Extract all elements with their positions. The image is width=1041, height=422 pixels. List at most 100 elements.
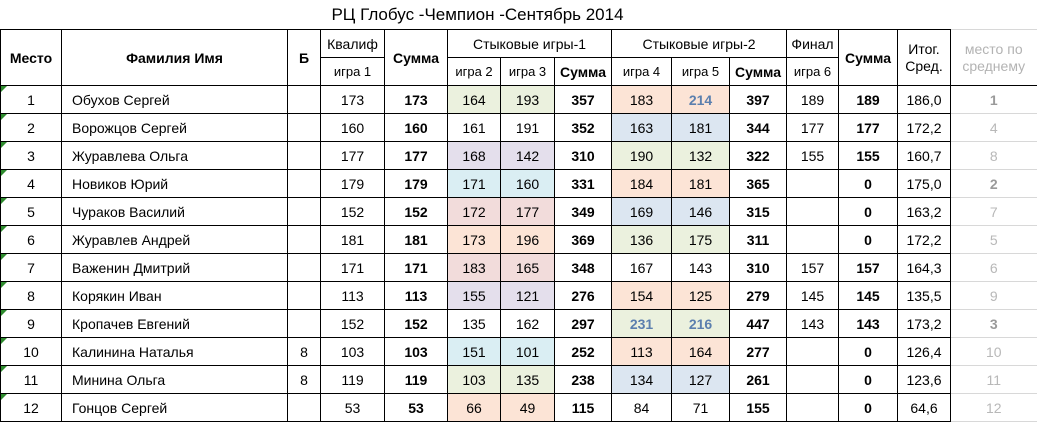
cell-game1[interactable]: 119 xyxy=(320,365,385,394)
cell-place[interactable]: 10 xyxy=(0,337,62,366)
cell-sum1[interactable]: 177 xyxy=(384,141,448,170)
col-header-total-avg[interactable]: Итог. Сред. xyxy=(897,29,951,86)
cell-b[interactable] xyxy=(287,113,321,142)
cell-game5[interactable]: 146 xyxy=(671,197,730,226)
cell-sum4[interactable]: 145 xyxy=(838,281,898,310)
cell-sum2[interactable]: 357 xyxy=(554,85,612,114)
cell-game5[interactable]: 214 xyxy=(671,85,730,114)
cell-game1[interactable]: 152 xyxy=(320,197,385,226)
cell-name[interactable]: Журавлев Андрей xyxy=(61,225,288,254)
cell-avg-rank[interactable]: 9 xyxy=(950,281,1037,310)
cell-b[interactable] xyxy=(287,85,321,114)
cell-sum4[interactable]: 155 xyxy=(838,141,898,170)
cell-sum2[interactable]: 115 xyxy=(554,393,612,422)
cell-game1[interactable]: 103 xyxy=(320,337,385,366)
cell-avg[interactable]: 164,3 xyxy=(897,253,951,282)
cell-sum1[interactable]: 181 xyxy=(384,225,448,254)
cell-game1[interactable]: 171 xyxy=(320,253,385,282)
cell-sum3[interactable]: 311 xyxy=(729,225,787,254)
cell-sum1[interactable]: 171 xyxy=(384,253,448,282)
cell-name[interactable]: Обухов Сергей xyxy=(61,85,288,114)
cell-place[interactable]: 8 xyxy=(0,281,62,310)
col-header-game3[interactable]: игра 3 xyxy=(500,57,555,86)
cell-place[interactable]: 9 xyxy=(0,309,62,338)
cell-sum4[interactable]: 0 xyxy=(838,225,898,254)
cell-avg[interactable]: 64,6 xyxy=(897,393,951,422)
cell-avg-rank[interactable]: 3 xyxy=(950,309,1037,338)
cell-name[interactable]: Гонцов Сергей xyxy=(61,393,288,422)
cell-game2[interactable]: 164 xyxy=(447,85,501,114)
cell-game6[interactable]: 155 xyxy=(786,141,839,170)
cell-avg[interactable]: 173,2 xyxy=(897,309,951,338)
cell-place[interactable]: 6 xyxy=(0,225,62,254)
cell-sum4[interactable]: 177 xyxy=(838,113,898,142)
cell-name[interactable]: Журавлева Ольга xyxy=(61,141,288,170)
cell-avg-rank[interactable]: 12 xyxy=(950,393,1037,422)
col-header-b[interactable]: Б xyxy=(287,29,321,86)
cell-game1[interactable]: 53 xyxy=(320,393,385,422)
cell-game2[interactable]: 171 xyxy=(447,169,501,198)
cell-game3[interactable]: 142 xyxy=(500,141,555,170)
cell-game4[interactable]: 154 xyxy=(611,281,672,310)
cell-sum2[interactable]: 310 xyxy=(554,141,612,170)
cell-sum3[interactable]: 277 xyxy=(729,337,787,366)
cell-avg[interactable]: 163,2 xyxy=(897,197,951,226)
cell-name[interactable]: Кропачев Евгений xyxy=(61,309,288,338)
cell-game5[interactable]: 175 xyxy=(671,225,730,254)
cell-game4[interactable]: 169 xyxy=(611,197,672,226)
cell-game1[interactable]: 179 xyxy=(320,169,385,198)
cell-avg[interactable]: 160,7 xyxy=(897,141,951,170)
cell-sum1[interactable]: 179 xyxy=(384,169,448,198)
cell-avg-rank[interactable]: 11 xyxy=(950,365,1037,394)
cell-sum3[interactable]: 322 xyxy=(729,141,787,170)
cell-place[interactable]: 11 xyxy=(0,365,62,394)
cell-place[interactable]: 2 xyxy=(0,113,62,142)
cell-sum1[interactable]: 113 xyxy=(384,281,448,310)
cell-sum2[interactable]: 352 xyxy=(554,113,612,142)
cell-b[interactable]: 8 xyxy=(287,337,321,366)
cell-sum3[interactable]: 315 xyxy=(729,197,787,226)
cell-avg-rank[interactable]: 8 xyxy=(950,141,1037,170)
cell-place[interactable]: 3 xyxy=(0,141,62,170)
cell-game3[interactable]: 193 xyxy=(500,85,555,114)
cell-game6[interactable] xyxy=(786,393,839,422)
cell-game4[interactable]: 190 xyxy=(611,141,672,170)
cell-name[interactable]: Минина Ольга xyxy=(61,365,288,394)
cell-avg-rank[interactable]: 5 xyxy=(950,225,1037,254)
cell-avg-rank[interactable]: 6 xyxy=(950,253,1037,282)
cell-game6[interactable]: 157 xyxy=(786,253,839,282)
cell-name[interactable]: Чураков Василий xyxy=(61,197,288,226)
cell-b[interactable] xyxy=(287,253,321,282)
cell-sum2[interactable]: 276 xyxy=(554,281,612,310)
cell-sum1[interactable]: 173 xyxy=(384,85,448,114)
cell-game5[interactable]: 164 xyxy=(671,337,730,366)
cell-game4[interactable]: 134 xyxy=(611,365,672,394)
cell-game5[interactable]: 132 xyxy=(671,141,730,170)
cell-avg[interactable]: 172,2 xyxy=(897,225,951,254)
cell-sum2[interactable]: 331 xyxy=(554,169,612,198)
cell-game2[interactable]: 103 xyxy=(447,365,501,394)
cell-name[interactable]: Корякин Иван xyxy=(61,281,288,310)
cell-b[interactable] xyxy=(287,197,321,226)
cell-b[interactable]: 8 xyxy=(287,365,321,394)
cell-avg-rank[interactable]: 2 xyxy=(950,169,1037,198)
col-header-sum2[interactable]: Сумма xyxy=(554,57,612,86)
cell-game6[interactable] xyxy=(786,337,839,366)
cell-game6[interactable]: 145 xyxy=(786,281,839,310)
cell-game2[interactable]: 168 xyxy=(447,141,501,170)
cell-game6[interactable]: 177 xyxy=(786,113,839,142)
cell-game4[interactable]: 136 xyxy=(611,225,672,254)
cell-game5[interactable]: 143 xyxy=(671,253,730,282)
cell-game3[interactable]: 135 xyxy=(500,365,555,394)
cell-game2[interactable]: 155 xyxy=(447,281,501,310)
cell-game1[interactable]: 173 xyxy=(320,85,385,114)
cell-game6[interactable] xyxy=(786,225,839,254)
cell-b[interactable] xyxy=(287,281,321,310)
cell-avg-rank[interactable]: 1 xyxy=(950,85,1037,114)
cell-sum3[interactable]: 365 xyxy=(729,169,787,198)
cell-game3[interactable]: 196 xyxy=(500,225,555,254)
col-header-avg-rank[interactable]: место по среднему xyxy=(950,29,1037,86)
col-header-qualif[interactable]: Квалиф xyxy=(320,29,385,58)
cell-avg[interactable]: 135,5 xyxy=(897,281,951,310)
cell-game5[interactable]: 181 xyxy=(671,113,730,142)
